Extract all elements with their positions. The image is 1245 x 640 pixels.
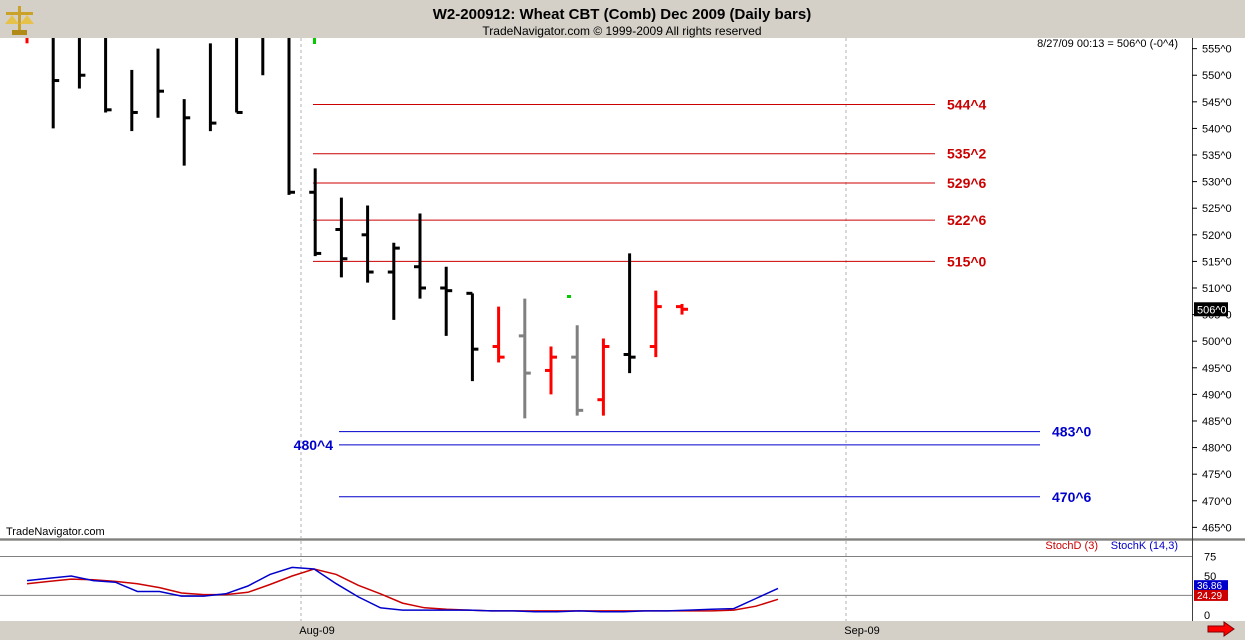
ohlc-bar <box>571 325 584 416</box>
y-tick-label: 515^0 <box>1202 256 1232 268</box>
signal-marker <box>567 295 571 298</box>
legend-stoch-k: StochK (14,3) <box>1111 540 1178 552</box>
gold-scale-icon <box>5 6 34 35</box>
chart-title: W2-200912: Wheat CBT (Comb) Dec 2009 (Da… <box>433 6 811 23</box>
last-price-tag <box>1194 302 1228 317</box>
last-price-label: 506^0 <box>1197 304 1227 316</box>
price-chart: 465^0 470^0 475^0 480^0 485^0 490^0 495^0 500^0… <box>25 38 1232 538</box>
y-tick-label: 550^0 <box>1202 70 1232 82</box>
x-tick-label: Sep-09 <box>844 625 879 637</box>
stoch-d-value: 24.29 <box>1197 591 1222 602</box>
x-tick-label: Aug-09 <box>299 625 334 637</box>
ohlc-bar <box>335 197 348 278</box>
ohlc-bar <box>545 346 557 395</box>
ohlc-bar <box>518 298 531 419</box>
stoch-d-tag <box>1194 589 1228 601</box>
stoch-panel <box>0 541 1192 621</box>
ohlc-bar <box>235 38 243 114</box>
date-axis-labels: Aug-09 Sep-09 <box>299 625 879 637</box>
y-tick-label: 485^0 <box>1202 416 1232 428</box>
ohlc-bar <box>440 266 453 336</box>
level-label: 529^6 <box>947 175 987 191</box>
ohlc-bar <box>287 38 295 195</box>
level-label: 522^6 <box>947 212 987 228</box>
stoch-k-tag <box>1194 580 1228 592</box>
ohlc-bar <box>182 99 191 166</box>
watermark-text: TradeNavigator.com <box>6 526 105 538</box>
stoch-tick-label: 0 <box>1204 610 1210 622</box>
y-tick-label: 490^0 <box>1202 389 1232 401</box>
y-tick-label: 495^0 <box>1202 363 1232 375</box>
y-tick-label: 520^0 <box>1202 230 1232 242</box>
stoch-k-value: 36.86 <box>1197 581 1222 592</box>
title-bar <box>0 0 1245 40</box>
ohlc-bar <box>649 290 662 358</box>
price-panel <box>0 38 1192 538</box>
quote-readout: 8/27/09 00:13 = 506^0 (-0^4) <box>1037 38 1178 50</box>
level-label: 483^0 <box>1052 424 1092 440</box>
ohlc-bar <box>387 242 400 320</box>
y-tick-label: 500^0 <box>1202 336 1232 348</box>
y-tick-label: 510^0 <box>1202 283 1232 295</box>
ohlc-bar <box>104 38 112 113</box>
level-label: 544^4 <box>947 96 987 112</box>
y-tick-label: 475^0 <box>1202 469 1232 481</box>
level-label: 480^4 <box>294 437 334 453</box>
ohlc-bar <box>361 205 374 283</box>
y-tick-label: 480^0 <box>1202 443 1232 455</box>
red-arrow-right-icon[interactable] <box>1207 621 1235 637</box>
ohlc-bar <box>597 338 610 416</box>
copyright-text: TradeNavigator.com © 1999-2009 All right… <box>482 24 761 38</box>
date-axis <box>0 621 1245 640</box>
y-tick-label: 555^0 <box>1202 44 1232 56</box>
stoch-series-line <box>26 566 779 613</box>
price-axis-panel <box>1192 38 1245 538</box>
ohlc-bar <box>466 291 479 382</box>
y-tick-label: 525^0 <box>1202 203 1232 215</box>
ohlc-bar <box>309 168 322 257</box>
ohlc-bar <box>130 69 138 132</box>
ohlc-bar <box>51 38 60 129</box>
level-label: 535^2 <box>947 146 987 162</box>
ohlc-bar <box>414 213 426 299</box>
level-label: 515^0 <box>947 253 987 269</box>
level-label: 470^6 <box>1052 489 1092 505</box>
legend-stoch-d: StochD (3) <box>1045 540 1098 552</box>
ohlc-bar <box>77 38 86 89</box>
stoch-tick-label: 50 <box>1204 571 1216 583</box>
stoch-tick-label: 75 <box>1204 552 1216 564</box>
signal-marker <box>313 38 316 44</box>
y-tick-label: 545^0 <box>1202 97 1232 109</box>
y-tick-label: 535^0 <box>1202 150 1232 162</box>
ohlc-bar <box>623 253 636 374</box>
y-tick-label: 540^0 <box>1202 123 1232 135</box>
y-tick-label: 470^0 <box>1202 496 1232 508</box>
ohlc-bar <box>156 48 164 118</box>
ohlc-bar <box>208 43 217 132</box>
ohlc-bar <box>676 303 688 315</box>
y-tick-label: 530^0 <box>1202 177 1232 189</box>
ohlc-bar <box>492 306 505 363</box>
y-tick-label: 465^0 <box>1202 522 1232 534</box>
